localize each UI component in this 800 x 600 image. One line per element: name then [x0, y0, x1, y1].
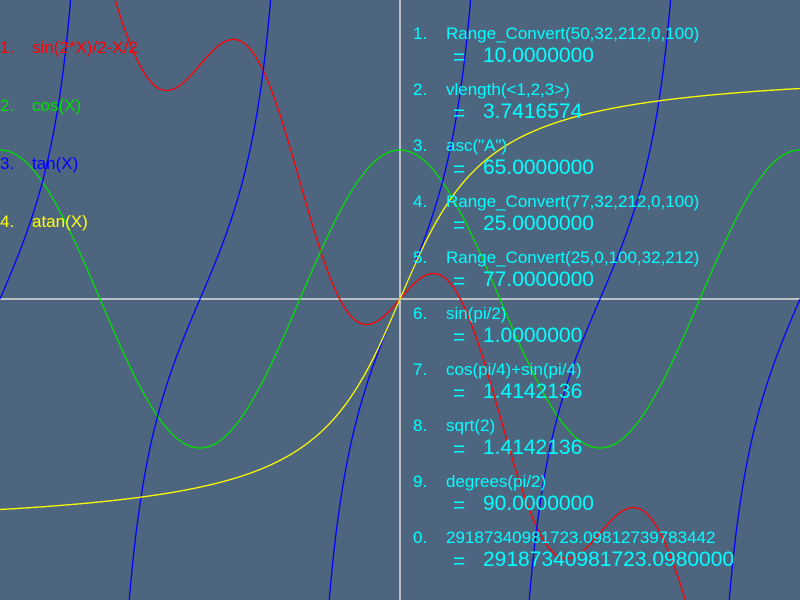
series-line-4 — [0, 87, 800, 511]
entry-index: 0. — [413, 528, 428, 547]
entry-expression: Range_Convert(25,0,100,32,212) — [446, 248, 700, 267]
equals-sign: = — [453, 382, 466, 405]
entry-expression: Range_Convert(50,32,212,0,100) — [446, 24, 700, 43]
equals-sign: = — [453, 438, 466, 461]
entry-expression: 29187340981723.09812739783442 — [446, 528, 716, 547]
equals-sign: = — [453, 214, 466, 237]
entry-index: 7. — [413, 360, 428, 379]
series-line-2 — [0, 149, 800, 449]
entry-result: 1.4142136 — [483, 380, 583, 403]
legend-label: sin(2*X)/2-X/2 — [32, 38, 138, 57]
entry-index: 5. — [413, 248, 428, 267]
entry-result: 10.0000000 — [483, 44, 594, 67]
legend-label: atan(X) — [32, 212, 88, 231]
entry-expression: degrees(pi/2) — [446, 472, 547, 491]
entry-result: 3.7416574 — [483, 100, 583, 123]
entry-expression: Range_Convert(77,32,212,0,100) — [446, 192, 700, 211]
entry-result: 77.0000000 — [483, 268, 594, 291]
equals-sign: = — [453, 270, 466, 293]
legend-index: 2. — [0, 96, 15, 115]
entry-expression: cos(pi/4)+sin(pi/4) — [446, 360, 582, 379]
entry-result: 29187340981723.0980000 — [483, 548, 735, 571]
equals-sign: = — [453, 158, 466, 181]
legend-index: 3. — [0, 154, 15, 173]
entry-expression: sin(pi/2) — [446, 304, 507, 323]
entry-expression: vlength(<1,2,3>) — [446, 80, 570, 99]
equals-sign: = — [453, 550, 466, 573]
legend-label: tan(X) — [32, 154, 79, 173]
entry-index: 2. — [413, 80, 428, 99]
entry-result: 25.0000000 — [483, 212, 594, 235]
entry-index: 3. — [413, 136, 428, 155]
entry-index: 4. — [413, 192, 428, 211]
equals-sign: = — [453, 102, 466, 125]
equals-sign: = — [453, 326, 466, 349]
equals-sign: = — [453, 494, 466, 517]
entry-result: 1.0000000 — [483, 324, 583, 347]
entry-index: 9. — [413, 472, 428, 491]
entry-result: 65.0000000 — [483, 156, 594, 179]
entry-index: 8. — [413, 416, 428, 435]
entry-result: 1.4142136 — [483, 436, 583, 459]
legend-index: 1. — [0, 38, 15, 57]
entry-result: 90.0000000 — [483, 492, 594, 515]
legend-index: 4. — [0, 212, 15, 231]
legend-label: cos(X) — [32, 96, 82, 115]
equals-sign: = — [453, 46, 466, 69]
entry-index: 6. — [413, 304, 428, 323]
entry-index: 1. — [413, 24, 428, 43]
entry-expression: asc("A") — [446, 136, 508, 155]
entry-expression: sqrt(2) — [446, 416, 496, 435]
